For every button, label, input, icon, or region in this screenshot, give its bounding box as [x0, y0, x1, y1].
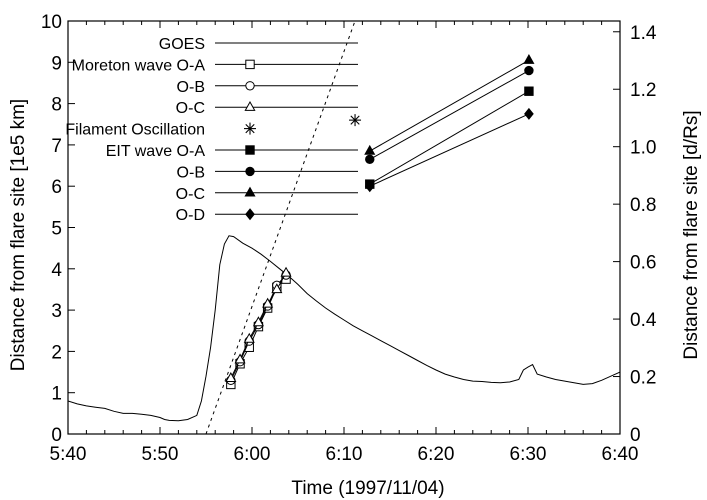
data-point: [365, 154, 375, 165]
data-point: [280, 266, 292, 277]
y-right-tick-label: 0.4: [630, 310, 657, 331]
series-line: [369, 113, 530, 187]
legend-entry: O-C: [176, 100, 358, 117]
legend-marker: [244, 100, 256, 111]
data-point: [234, 353, 246, 364]
series-line: [369, 70, 530, 160]
series-7: [365, 65, 534, 165]
series-0: [68, 235, 620, 422]
x-tick-label: 6:40: [602, 444, 639, 465]
legend-entry: O-C: [176, 186, 358, 203]
axes: 5:40 5:50 6:00 6:10 6:20 6:30 6:40012345678910…: [41, 12, 657, 465]
x-tick-label: 6:20: [418, 444, 455, 465]
series-line: [369, 90, 530, 185]
legend-label: O-C: [176, 186, 205, 203]
legend-entry: EIT wave O-A: [106, 143, 358, 160]
legend-label: O-C: [176, 100, 205, 117]
series-5: [349, 114, 362, 127]
data-point: [523, 54, 535, 64]
y-right-tick-label: 0.8: [630, 195, 656, 216]
x-axis-title: Time (1997/11/04): [291, 478, 444, 499]
series-1: [205, 21, 356, 434]
legend-label: EIT wave O-A: [106, 143, 206, 160]
data-point: [262, 297, 274, 308]
data-point: [524, 65, 534, 76]
y-left-tick-label: 8: [51, 95, 62, 116]
series-line: [230, 278, 287, 385]
legend-marker: [245, 59, 255, 70]
series-line: [68, 235, 620, 422]
y-left-tick-label: 9: [51, 53, 62, 74]
legend-entry: Filament Oscillation: [65, 122, 256, 139]
y-right-tick-label: 1.0: [630, 138, 656, 159]
legend-marker: [244, 122, 256, 135]
y-right-tick-label: 0.6: [630, 253, 656, 274]
y-right-tick-label: 0: [630, 425, 641, 446]
data-point: [524, 107, 534, 120]
y-left-tick-label: 0: [51, 425, 62, 446]
legend-label: GOES: [159, 36, 205, 53]
data-point: [364, 180, 375, 193]
legend-label: O-B: [177, 79, 205, 96]
y-left-tick-label: 3: [51, 301, 62, 322]
data-point: [252, 316, 264, 327]
y-left-tick-label: 7: [51, 136, 62, 157]
legend-label: O-D: [176, 207, 205, 224]
legend-label: Moreton wave O-A: [72, 57, 206, 74]
y-right-tick-label: 1.4: [630, 23, 657, 44]
legend-entry: Moreton wave O-A: [72, 57, 358, 74]
legend-entry: GOES: [159, 36, 358, 53]
left-y-axis-title: Distance from flare site [1e5 km]: [8, 99, 29, 371]
data-point: [225, 372, 237, 382]
legend-marker: [245, 81, 255, 91]
y-left-tick-label: 10: [41, 12, 62, 33]
plot-frame: [67, 20, 621, 435]
data-point: [349, 114, 362, 127]
data-point: [243, 332, 255, 343]
y-right-tick-label: 0.2: [630, 368, 656, 389]
series-4: [225, 266, 292, 382]
y-left-tick-label: 1: [51, 384, 62, 405]
x-tick-label: 6:30: [510, 444, 547, 465]
x-tick-label: 6:00: [234, 444, 271, 465]
x-tick-label: 5:50: [142, 444, 179, 465]
y-left-tick-label: 6: [51, 177, 62, 198]
legend-entry: O-D: [176, 207, 358, 224]
data-point: [524, 86, 534, 96]
right-y-axis-title: Distance from flare site [d/Rs]: [681, 110, 702, 359]
y-left-tick-label: 2: [51, 342, 62, 363]
legend: GOES Moreton wave O-A O-B O-C Filament Oscil…: [65, 36, 358, 224]
y-right-tick-label: 1.2: [630, 80, 656, 101]
legend-marker: [245, 166, 255, 177]
legend-entry: O-B: [177, 164, 358, 181]
legend-entry: O-B: [177, 79, 358, 96]
legend-marker: [245, 145, 255, 155]
series-9: [364, 107, 534, 193]
legend-marker: [245, 208, 255, 221]
x-tick-label: 5:40: [50, 444, 87, 465]
series-8: [364, 54, 535, 155]
legend-label: Filament Oscillation: [65, 122, 205, 139]
plot-area: [68, 21, 620, 434]
legend-label: O-B: [177, 164, 205, 181]
x-tick-label: 6:10: [326, 444, 363, 465]
legend-marker: [244, 186, 256, 197]
data-point: [364, 144, 376, 155]
y-left-tick-label: 4: [51, 260, 62, 281]
series-line: [205, 21, 356, 434]
series-6: [365, 86, 534, 189]
series-line: [369, 59, 530, 152]
data-point: [271, 283, 283, 294]
y-left-tick-label: 5: [51, 219, 62, 240]
